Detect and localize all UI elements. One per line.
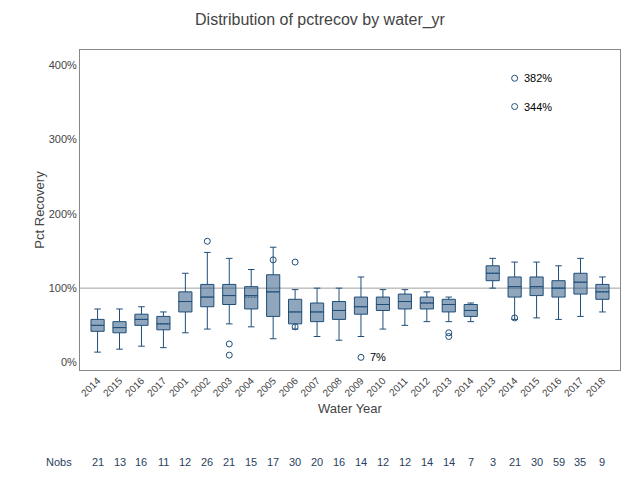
svg-text:2018: 2018 — [584, 375, 608, 399]
svg-text:382%: 382% — [524, 72, 552, 84]
svg-text:Nobs: Nobs — [46, 456, 72, 468]
svg-text:2006: 2006 — [277, 375, 301, 399]
svg-text:2015: 2015 — [518, 375, 542, 399]
svg-text:20: 20 — [311, 456, 323, 468]
svg-text:21: 21 — [509, 456, 521, 468]
svg-text:2016: 2016 — [123, 375, 147, 399]
svg-text:0%: 0% — [61, 356, 77, 368]
svg-text:2014: 2014 — [79, 375, 103, 399]
svg-text:2014: 2014 — [496, 375, 520, 399]
svg-text:21: 21 — [92, 456, 104, 468]
svg-text:12: 12 — [399, 456, 411, 468]
svg-text:2008: 2008 — [320, 375, 344, 399]
svg-text:16: 16 — [333, 456, 345, 468]
svg-text:200%: 200% — [49, 208, 77, 220]
svg-text:26: 26 — [201, 456, 213, 468]
svg-text:100%: 100% — [49, 282, 77, 294]
svg-text:12: 12 — [377, 456, 389, 468]
svg-text:300%: 300% — [49, 133, 77, 145]
svg-text:2013: 2013 — [430, 375, 454, 399]
svg-text:16: 16 — [135, 456, 147, 468]
svg-text:2003: 2003 — [211, 375, 235, 399]
svg-text:Pct Recovery: Pct Recovery — [32, 171, 47, 249]
svg-text:9: 9 — [599, 456, 605, 468]
svg-text:2017: 2017 — [562, 375, 586, 399]
svg-text:14: 14 — [355, 456, 367, 468]
svg-text:2005: 2005 — [255, 375, 279, 399]
svg-text:Distribution of pctrecov by wa: Distribution of pctrecov by water_yr — [195, 11, 446, 29]
svg-text:35: 35 — [574, 456, 586, 468]
svg-text:7: 7 — [468, 456, 474, 468]
svg-text:2009: 2009 — [342, 375, 366, 399]
svg-text:15: 15 — [245, 456, 257, 468]
svg-text:Water Year: Water Year — [318, 401, 383, 416]
svg-text:14: 14 — [421, 456, 433, 468]
svg-text:344%: 344% — [524, 101, 552, 113]
svg-text:2013: 2013 — [474, 375, 498, 399]
svg-text:17: 17 — [267, 456, 279, 468]
svg-text:2004: 2004 — [233, 375, 257, 399]
svg-text:2002: 2002 — [189, 375, 213, 399]
svg-text:400%: 400% — [49, 59, 77, 71]
svg-text:2017: 2017 — [145, 375, 169, 399]
svg-text:14: 14 — [443, 456, 455, 468]
svg-text:30: 30 — [531, 456, 543, 468]
svg-text:59: 59 — [553, 456, 565, 468]
svg-text:2011: 2011 — [387, 375, 410, 398]
svg-text:2001: 2001 — [167, 375, 191, 399]
svg-text:7%: 7% — [370, 351, 386, 363]
svg-text:2010: 2010 — [364, 375, 388, 399]
svg-text:13: 13 — [114, 456, 126, 468]
svg-text:2014: 2014 — [452, 375, 476, 399]
svg-text:12: 12 — [179, 456, 191, 468]
svg-text:2007: 2007 — [299, 375, 323, 399]
svg-text:2012: 2012 — [408, 375, 432, 399]
svg-text:21: 21 — [223, 456, 235, 468]
svg-text:2016: 2016 — [540, 375, 564, 399]
svg-text:2015: 2015 — [101, 375, 125, 399]
svg-text:11: 11 — [158, 456, 169, 468]
svg-text:3: 3 — [490, 456, 496, 468]
svg-text:30: 30 — [289, 456, 301, 468]
